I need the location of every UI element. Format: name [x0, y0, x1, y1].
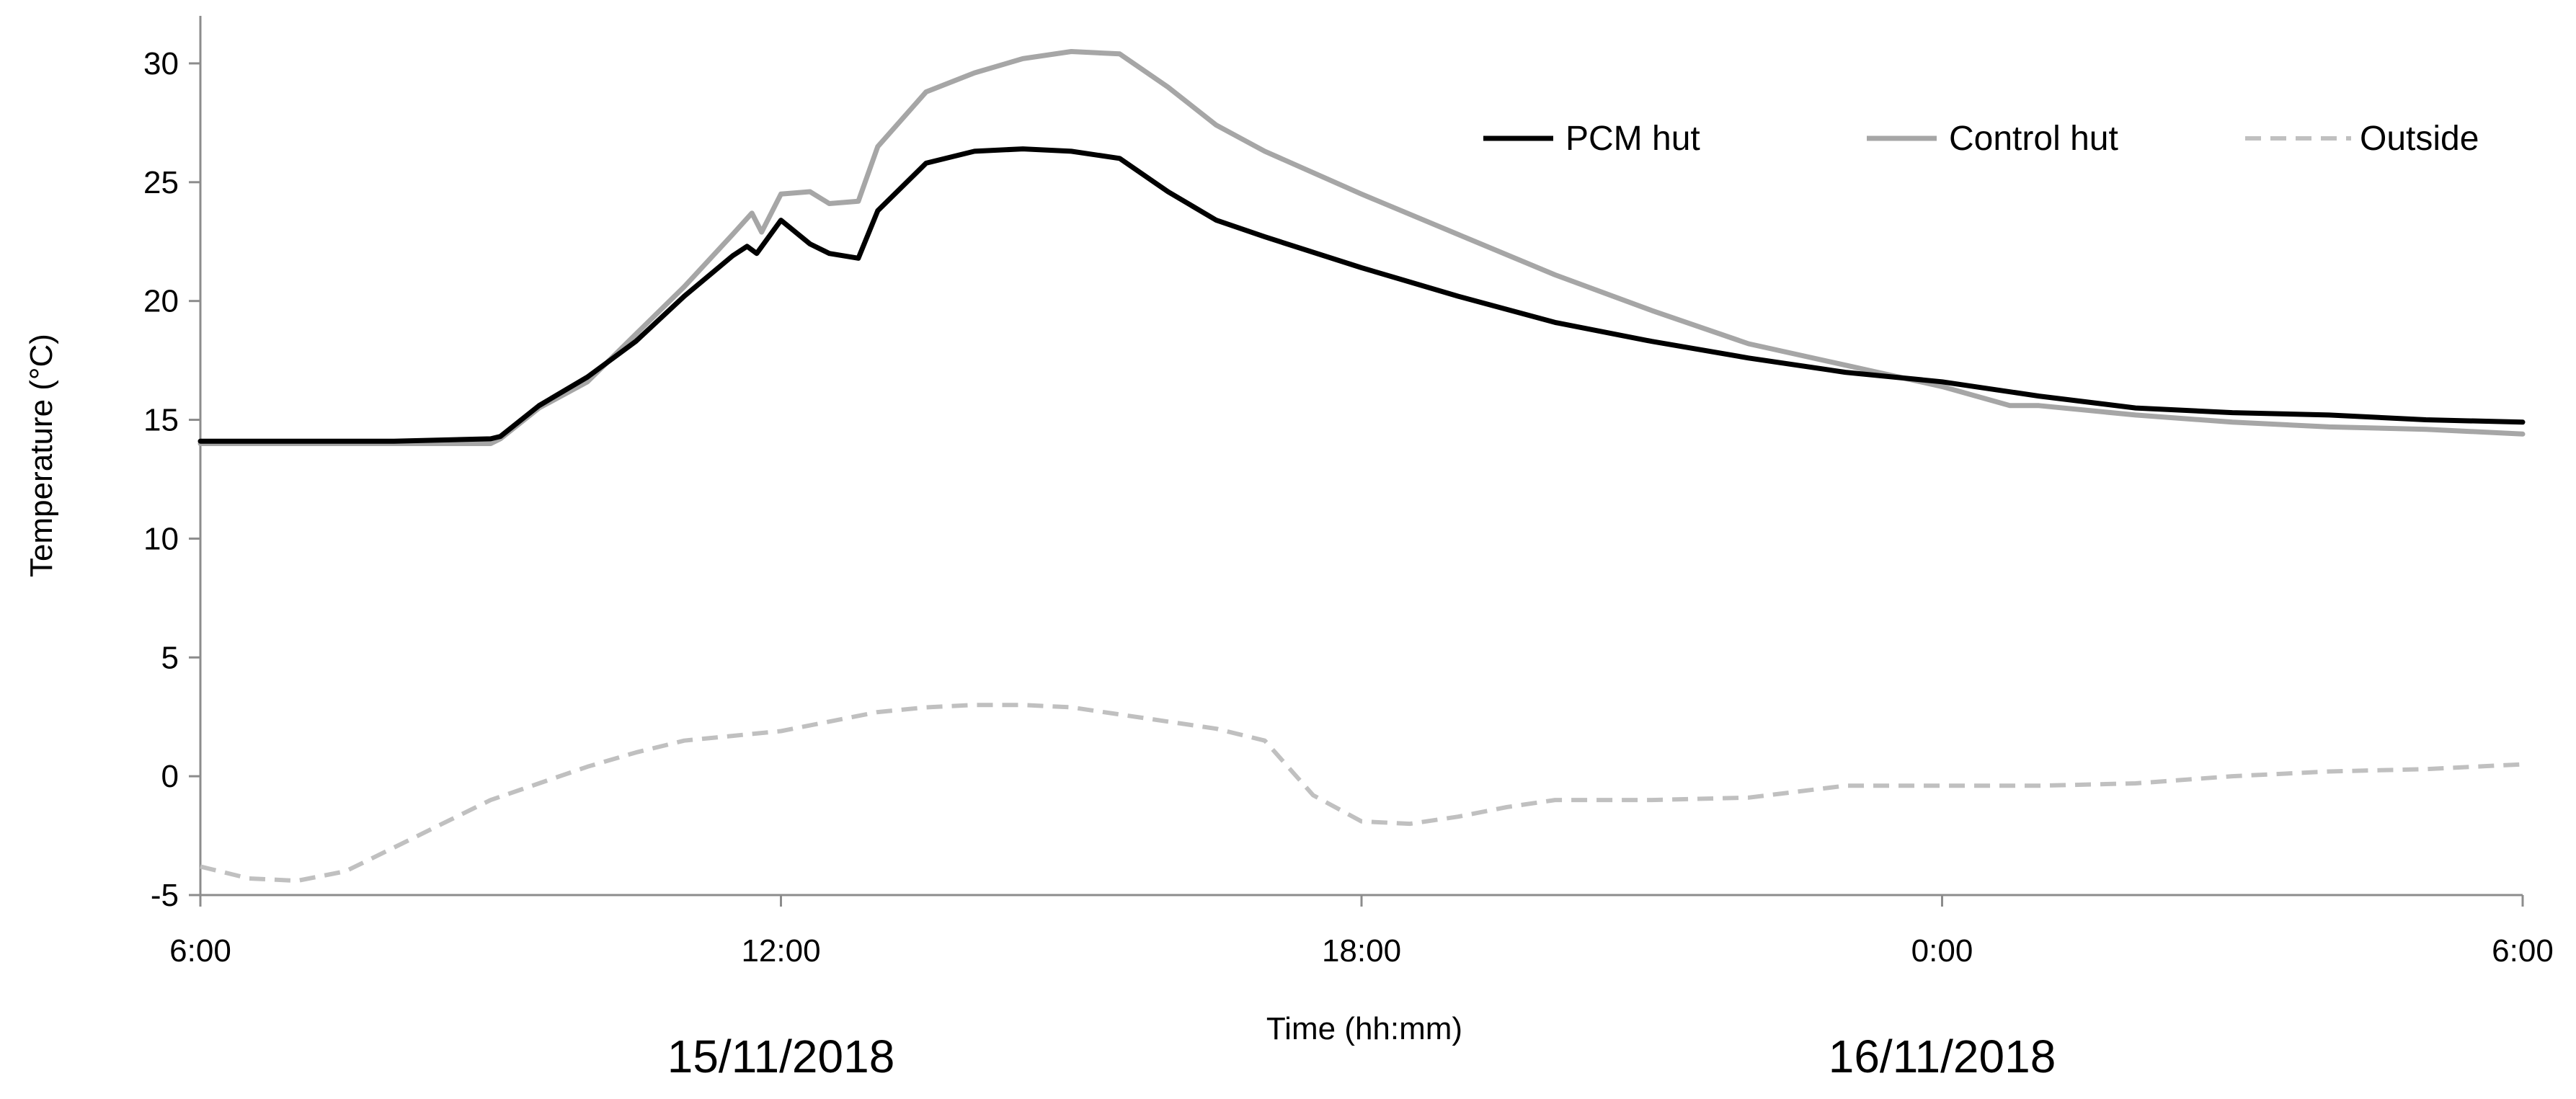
- legend-item-outside: Outside: [2245, 120, 2479, 158]
- y-tick-label: 0: [161, 759, 179, 794]
- y-tick-label: 10: [143, 521, 179, 556]
- y-axis-ticks: -5 0 5 10 15 20 25 30: [143, 46, 200, 913]
- y-tick-label: 15: [143, 403, 179, 438]
- date-label: 16/11/2018: [1829, 1031, 2056, 1082]
- legend-label-control-hut: Control hut: [1949, 120, 2118, 158]
- y-tick-label: 5: [161, 640, 179, 675]
- y-tick-label: -5: [151, 878, 179, 913]
- x-tick-label: 0:00: [1911, 933, 1973, 969]
- x-tick-label: 12:00: [741, 933, 820, 969]
- legend-label-pcm-hut: PCM hut: [1565, 120, 1700, 158]
- series-line-control-hut: [197, 49, 2526, 446]
- x-axis-ticks: 6:00 12:00 18:00 0:00 6:00: [169, 895, 2554, 969]
- y-tick-label: 25: [143, 165, 179, 200]
- y-tick-label: 30: [143, 46, 179, 81]
- series-lines: [197, 49, 2526, 884]
- legend-label-outside: Outside: [2360, 120, 2479, 158]
- y-tick-label: 20: [143, 284, 179, 319]
- date-label: 15/11/2018: [667, 1031, 895, 1082]
- y-axis-title: Temperature (°C): [24, 334, 59, 577]
- series-line-pcm-hut: [197, 146, 2526, 444]
- x-tick-label: 18:00: [1322, 933, 1401, 969]
- legend: PCM hut Control hut Outside: [1483, 120, 2479, 158]
- legend-item-pcm-hut: PCM hut: [1483, 120, 1700, 158]
- x-tick-label: 6:00: [2492, 933, 2554, 969]
- x-tick-label: 6:00: [169, 933, 231, 969]
- legend-item-control-hut: Control hut: [1867, 120, 2118, 158]
- plot-area: [199, 16, 2523, 896]
- date-labels: 15/11/2018 16/11/2018: [667, 1031, 2056, 1082]
- x-axis-title: Time (hh:mm): [1266, 1011, 1462, 1046]
- series-line-outside: [200, 703, 2523, 884]
